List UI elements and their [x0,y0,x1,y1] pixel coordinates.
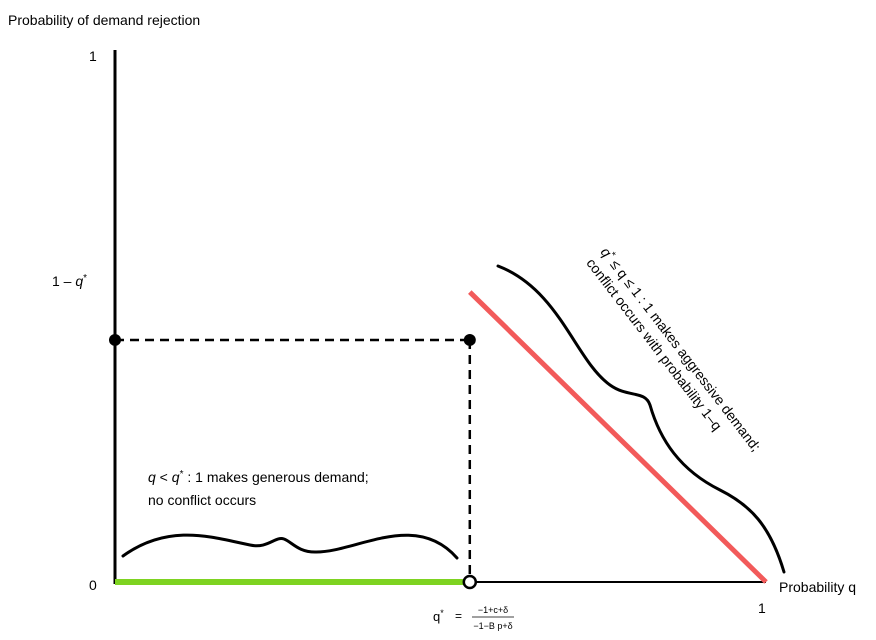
formula-numerator: −1+c+δ [478,605,508,615]
brace-right [496,264,786,574]
brace-left [121,533,459,560]
annotation-aggressive-line1: q* ≤ q ≤ 1 : 1 makes aggressive demand; [598,244,765,454]
annotation-aggressive-line2: conflict occurs with probability 1–q [583,255,725,433]
x-tick-right: 1 [758,600,766,616]
annotation-generous-line1: q < q* : 1 makes generous demand; [148,469,369,485]
formula-lhs: q* [433,608,444,624]
marker-kink-point [463,333,476,346]
y-tick-top: 1 [89,48,97,64]
y-tick-mid: 1 – q* [52,273,87,289]
marker-open-circle [462,574,478,590]
y-tick-origin: 0 [89,577,97,593]
x-axis-label: Probability q [779,579,856,595]
q-star-formula: q* = −1+c+δ −1−B p+δ [433,605,514,631]
annotation-generous-line2: no conflict occurs [148,492,256,508]
marker-y-axis-point [109,333,121,346]
formula-denominator: −1−B p+δ [473,621,512,631]
formula-equals: = [455,609,462,623]
series-line-aggressive [468,290,768,584]
y-axis-label: Probability of demand rejection [8,12,200,28]
